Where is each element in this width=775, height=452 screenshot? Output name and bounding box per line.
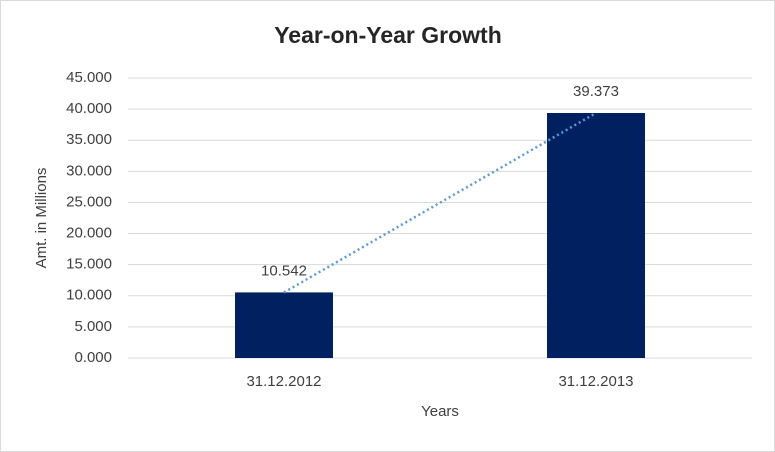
x-axis-label: Years	[421, 403, 459, 420]
y-tick-label: 25.000	[66, 193, 112, 210]
data-label: 39.373	[573, 83, 619, 100]
x-tick-label: 31.12.2012	[246, 373, 321, 390]
y-tick-label: 10.000	[66, 287, 112, 304]
y-axis-label: Amt. in Millions	[33, 168, 50, 269]
y-tick-label: 30.000	[66, 162, 112, 179]
y-tick-label: 5.000	[74, 318, 112, 335]
y-tick-label: 15.000	[66, 256, 112, 273]
bar	[235, 292, 333, 358]
chart-title: Year-on-Year Growth	[274, 22, 502, 48]
data-label: 10.542	[261, 262, 307, 279]
y-tick-label: 35.000	[66, 131, 112, 148]
y-tick-label: 0.000	[74, 349, 112, 366]
x-tick-label: 31.12.2013	[558, 373, 633, 390]
y-tick-label: 45.000	[66, 69, 112, 86]
y-tick-label: 20.000	[66, 225, 112, 242]
y-tick-label: 40.000	[66, 100, 112, 117]
bar	[547, 113, 645, 358]
